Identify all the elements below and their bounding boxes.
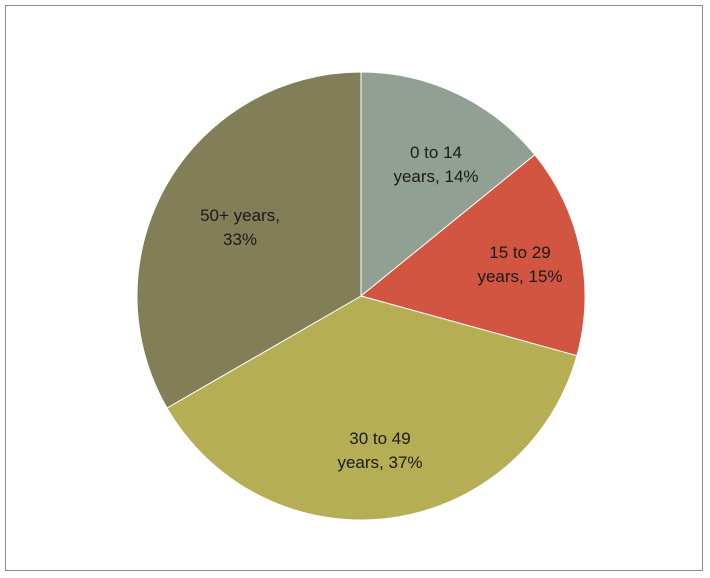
pie-slice-3	[136, 71, 362, 409]
pie-labels: 0 to 14 years, 14% 15 to 29 years, 15% 30 to…	[200, 143, 562, 472]
pie-slice-2	[166, 295, 578, 521]
pie-slices	[136, 71, 586, 521]
slice-label-0: 0 to 14 years, 14%	[393, 143, 478, 186]
slice-label-line: 50+ years,	[200, 206, 280, 225]
slice-label-line: 30 to 49	[349, 429, 410, 448]
slice-label-2: 30 to 49 years, 37%	[337, 429, 422, 472]
slice-label-line: years, 37%	[337, 453, 422, 472]
slice-label-line: years, 15%	[477, 267, 562, 286]
slice-label-line: years, 14%	[393, 167, 478, 186]
slice-label-line: 0 to 14	[410, 143, 462, 162]
slice-label-1: 15 to 29 years, 15%	[477, 243, 562, 286]
slice-label-line: 15 to 29	[489, 243, 550, 262]
pie-slice-1	[359, 154, 586, 357]
pie-slice-0	[360, 71, 536, 298]
slice-label-line: 33%	[223, 230, 257, 249]
slice-label-3: 50+ years, 33%	[200, 206, 280, 249]
